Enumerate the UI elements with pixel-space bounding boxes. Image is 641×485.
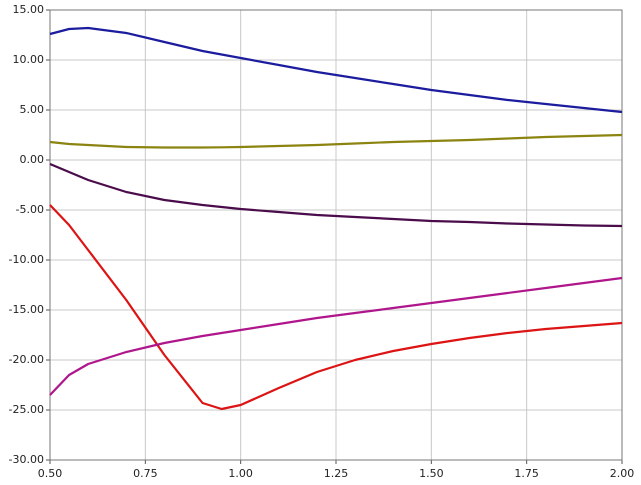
series-line: [49, 204, 623, 411]
y-tick-label: -25.00: [9, 403, 44, 416]
plot-frame: [49, 9, 623, 461]
y-tick-label: 10.00: [13, 53, 45, 66]
x-tick-label: 1.00: [228, 467, 253, 480]
x-tick-label: 1.75: [514, 467, 539, 480]
series-line: [49, 133, 623, 149]
y-tick-label: 5.00: [20, 103, 45, 116]
series-line: [49, 26, 623, 114]
x-tick-label: 0.75: [133, 467, 158, 480]
y-tick-label: -10.00: [9, 253, 44, 266]
x-tick-label: 0.50: [38, 467, 63, 480]
x-tick-label: 1.25: [324, 467, 349, 480]
y-tick-label: -5.00: [16, 203, 44, 216]
series-line: [49, 162, 623, 228]
y-tick-label: 0.00: [20, 153, 45, 166]
y-tick-label: -15.00: [9, 303, 44, 316]
x-tick-label: 2.00: [610, 467, 635, 480]
y-tick-label: -20.00: [9, 353, 44, 366]
y-tick-label: 15.00: [13, 3, 45, 16]
y-tick-label: -30.00: [9, 453, 44, 466]
series-line: [49, 276, 623, 396]
x-tick-label: 1.50: [419, 467, 444, 480]
